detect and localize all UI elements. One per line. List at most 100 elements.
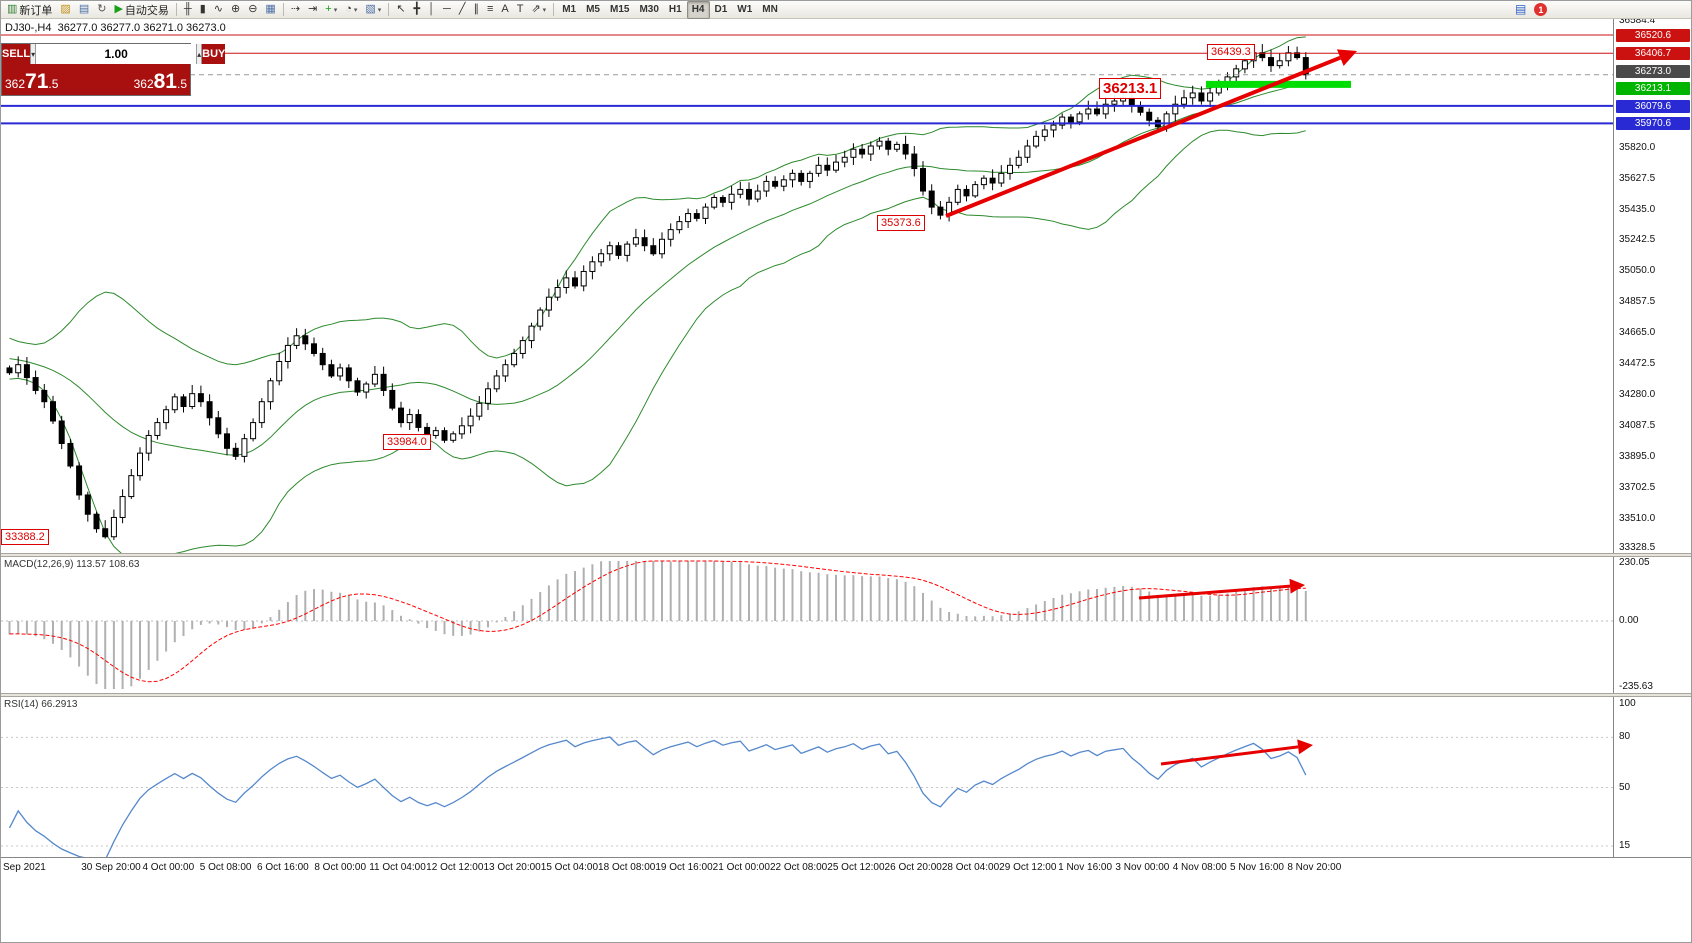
axis-price-label: 34857.5: [1619, 296, 1656, 308]
text-label-button[interactable]: T: [513, 1, 528, 19]
zoom-out-button[interactable]: ⊖: [244, 1, 261, 19]
dropdown-caret-icon: ▾: [353, 6, 358, 14]
zoom-out-icon: ⊖: [248, 3, 258, 15]
price-callout[interactable]: 36439.3: [1207, 44, 1255, 60]
toolbar-separator: [282, 3, 284, 16]
vertical-line-button[interactable]: │: [424, 1, 439, 19]
sell-button[interactable]: SELL: [2, 44, 31, 64]
time-axis-label: 5 Nov 16:00: [1230, 862, 1284, 873]
timeframe-w1-button[interactable]: W1: [737, 4, 753, 15]
line-chart-button[interactable]: ∿: [210, 1, 227, 19]
time-axis-label: 4 Oct 00:00: [142, 862, 195, 873]
periods-button[interactable]: ◔ ▾: [341, 1, 361, 19]
templates-button[interactable]: ▧ ▾: [361, 1, 385, 19]
time-axis-label: 11 Oct 04:00: [369, 862, 426, 873]
candlestick-button[interactable]: ▮: [196, 1, 210, 19]
price-callout[interactable]: 33388.2: [1, 529, 49, 545]
channel-button[interactable]: ∥: [469, 1, 483, 19]
toolbar-right-icons: ▤ 1: [1515, 2, 1548, 16]
timeframe-m15-button[interactable]: M15: [610, 4, 630, 15]
axis-price-label: 33702.5: [1619, 482, 1656, 494]
text-label-icon: T: [516, 3, 524, 15]
time-axis-label: 12 Oct 12:00: [426, 862, 484, 873]
profiles-icon: ▨: [60, 3, 71, 15]
price-tag: 36079.6: [1616, 99, 1690, 113]
time-axis[interactable]: Sep 2021 30 Sep 20:00 4 Oct 00:00 5 Oct 08:…: [1, 857, 1691, 879]
panel-splitter[interactable]: [1, 553, 1691, 557]
indicators-button[interactable]: + ▾: [321, 1, 341, 19]
price-callout[interactable]: 36213.1: [1099, 78, 1162, 99]
axis-price-label: 50: [1619, 781, 1631, 793]
fibonacci-button[interactable]: ≡: [483, 1, 497, 19]
macd-canvas[interactable]: [1, 557, 1613, 693]
trend-arrow[interactable]: [1160, 739, 1313, 766]
axis-price-label: 33895.0: [1619, 451, 1656, 463]
rsi-indicator-panel[interactable]: RSI(14) 66.2913: [1, 697, 1613, 857]
axis-price-label: 0.00: [1619, 615, 1639, 626]
time-axis-label: 6 Oct 16:00: [257, 862, 309, 873]
volume-input[interactable]: [36, 44, 197, 64]
toolbar-separator: [553, 3, 555, 16]
refresh-icon: ↻: [97, 3, 107, 15]
price-axis[interactable]: 36584.4 35820.0 35627.5 35435.0 35242.5 35050…: [1613, 15, 1691, 857]
print-button[interactable]: ▤: [75, 1, 93, 19]
volume-decrease-button[interactable]: ▾: [30, 44, 37, 64]
time-axis-label: 1 Nov 16:00: [1058, 862, 1113, 873]
axis-price-label: 34280.0: [1619, 389, 1656, 401]
timeframe-m1-button[interactable]: M1: [562, 4, 577, 15]
crosshair-button[interactable]: ╋: [410, 1, 425, 19]
trendline-button[interactable]: ╱: [455, 1, 470, 19]
sell-price-fraction: .5: [48, 77, 59, 91]
crosshair-icon: ╋: [413, 3, 421, 15]
volume-increase-button[interactable]: ▴: [196, 44, 203, 64]
horizontal-line-button[interactable]: ─: [439, 1, 455, 19]
sell-price-big-digits: 71: [25, 70, 49, 93]
panel-splitter[interactable]: [1, 693, 1691, 697]
notifications-button[interactable]: 1: [1534, 3, 1548, 16]
timeframe-d1-button[interactable]: D1: [714, 4, 728, 15]
buy-button[interactable]: BUY: [202, 44, 226, 64]
shapes-button[interactable]: ⇗ ▾: [527, 1, 550, 19]
text-button[interactable]: A: [497, 1, 512, 19]
cursor-button[interactable]: ↖: [392, 1, 409, 19]
timeframe-h1-button[interactable]: H1: [668, 4, 682, 15]
price-callout[interactable]: 35373.6: [877, 215, 925, 231]
chat-button[interactable]: ▤: [1515, 2, 1527, 16]
zoom-in-button[interactable]: ⊕: [227, 1, 244, 19]
time-axis-label: Sep 2021: [3, 862, 46, 873]
new-order-button[interactable]: ▥ 新订单: [3, 1, 56, 19]
timeframe-m5-button[interactable]: M5: [586, 4, 600, 15]
axis-price-label: 35435.0: [1619, 203, 1656, 215]
rsi-canvas[interactable]: [1, 697, 1613, 857]
chart-shift-button[interactable]: ⇥: [304, 1, 321, 19]
price-chart-canvas[interactable]: [1, 19, 1613, 553]
tile-windows-button[interactable]: ▦: [261, 1, 279, 19]
price-tag: 36520.6: [1616, 28, 1690, 42]
macd-indicator-panel[interactable]: MACD(12,26,9) 113.57 108.63: [1, 557, 1613, 693]
axis-price-label: 100: [1619, 698, 1636, 709]
price-callout[interactable]: 33984.0: [383, 434, 431, 450]
channel-icon: ∥: [473, 3, 479, 15]
autotrading-button[interactable]: ▶ 自动交易: [110, 1, 172, 19]
axis-price-label: 80: [1619, 731, 1631, 743]
refresh-button[interactable]: ↻: [93, 1, 110, 19]
trend-arrow[interactable]: [945, 49, 1357, 218]
time-axis-label: 25 Oct 12:00: [827, 862, 885, 873]
time-axis-label: 13 Oct 20:00: [483, 862, 541, 873]
trend-arrow[interactable]: [1138, 578, 1305, 600]
chart-info-line: DJ30-,H4 36277.0 36277.0 36271.0 36273.0: [5, 22, 226, 34]
dropdown-caret-icon: ▾: [377, 6, 382, 14]
price-chart-panel[interactable]: DJ30-,H4 36277.0 36277.0 36271.0 36273.0…: [1, 19, 1613, 553]
autotrading-icon: ▶: [114, 3, 123, 15]
timeframe-h4-button[interactable]: H4: [686, 1, 710, 19]
bar-chart-icon: ╫: [183, 3, 192, 15]
new-order-icon: ▥: [7, 3, 18, 15]
timeframe-mn-button[interactable]: MN: [762, 4, 778, 15]
time-axis-label: 22 Oct 08:00: [769, 862, 828, 873]
axis-price-label: 33510.0: [1619, 513, 1656, 525]
auto-scroll-button[interactable]: ⇢: [287, 1, 304, 19]
time-axis-label: 18 Oct 08:00: [598, 862, 656, 873]
timeframe-m30-button[interactable]: M30: [639, 4, 659, 15]
profiles-button[interactable]: ▨: [56, 1, 74, 19]
bar-chart-button[interactable]: ╫: [180, 1, 196, 19]
